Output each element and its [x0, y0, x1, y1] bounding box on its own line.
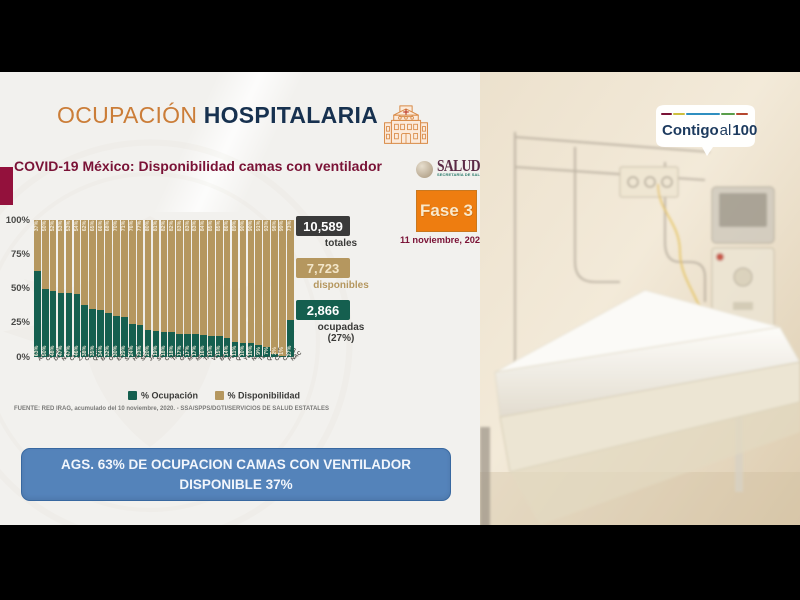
svg-text:Contigoal100: Contigoal100 — [662, 122, 757, 139]
